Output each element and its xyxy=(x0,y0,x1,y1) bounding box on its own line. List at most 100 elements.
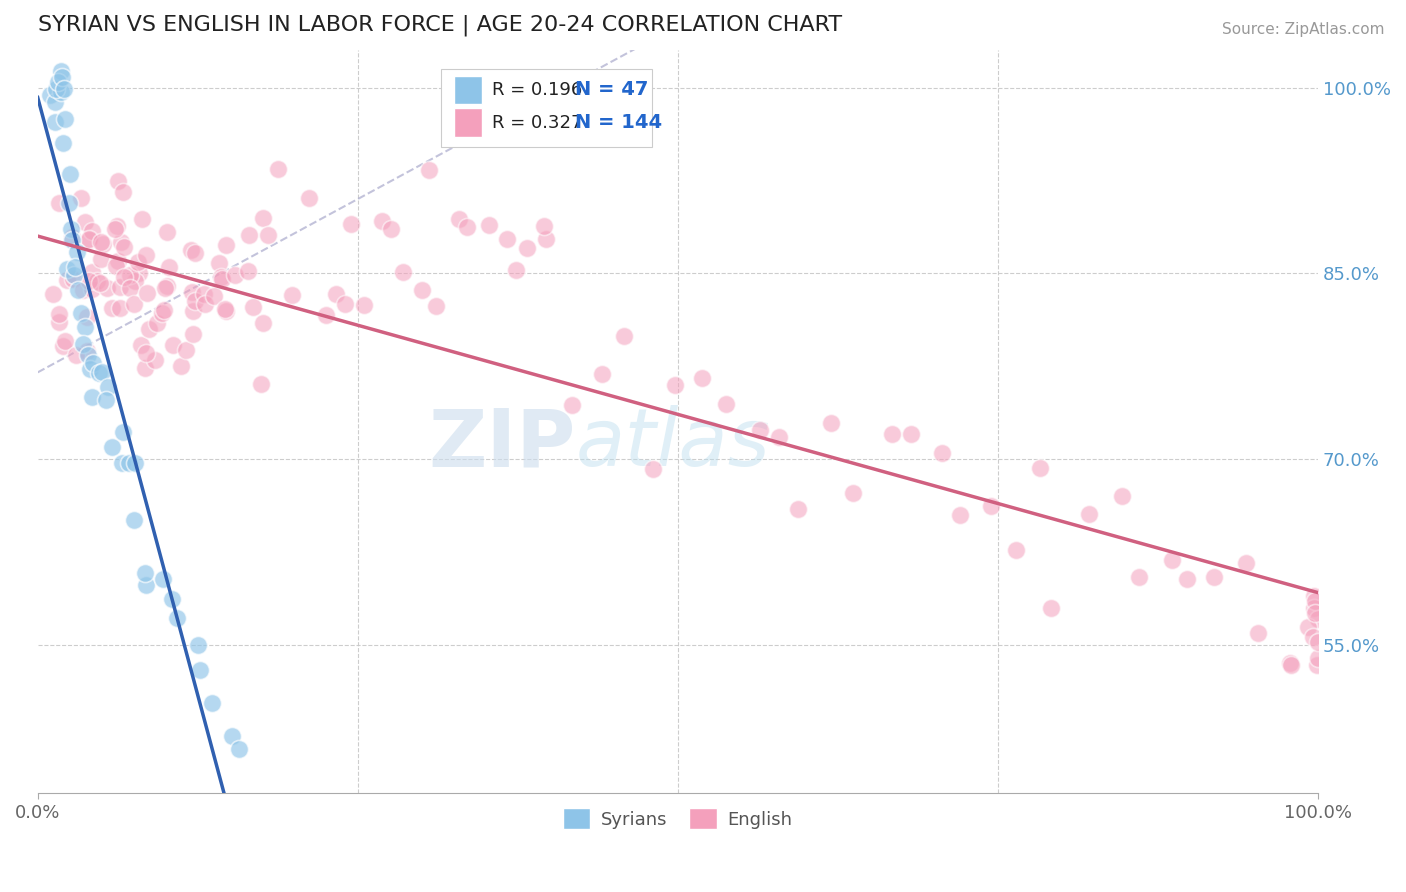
Point xyxy=(86,274,108,288)
Point xyxy=(153,281,176,295)
Point xyxy=(1247,626,1270,640)
Point xyxy=(87,366,110,380)
Point xyxy=(72,337,94,351)
Point xyxy=(1305,606,1327,620)
Point xyxy=(211,272,233,286)
Point xyxy=(91,237,114,252)
Point xyxy=(44,95,66,109)
Point xyxy=(183,293,205,308)
Text: R = 0.327: R = 0.327 xyxy=(492,113,582,131)
Point xyxy=(150,306,173,320)
Point xyxy=(94,392,117,407)
Point xyxy=(252,211,274,225)
Point xyxy=(411,283,433,297)
Point xyxy=(60,222,83,236)
Point xyxy=(138,321,160,335)
Point xyxy=(1039,601,1062,615)
Point xyxy=(533,219,555,233)
Point xyxy=(124,274,146,288)
Point xyxy=(110,301,132,316)
Legend: Syrians, English: Syrians, English xyxy=(557,801,800,837)
Point xyxy=(1302,630,1324,644)
Point xyxy=(900,427,922,442)
Point xyxy=(39,87,62,102)
Point xyxy=(52,136,75,150)
Point xyxy=(249,376,271,391)
FancyBboxPatch shape xyxy=(454,109,482,136)
Point xyxy=(131,211,153,226)
Point xyxy=(107,174,129,188)
Point xyxy=(112,240,135,254)
Point xyxy=(153,303,176,318)
Point xyxy=(267,161,290,176)
Point xyxy=(1077,507,1099,521)
Point xyxy=(187,638,209,652)
Point xyxy=(157,260,180,275)
Point xyxy=(82,390,104,404)
Point xyxy=(214,301,236,316)
Point xyxy=(42,286,65,301)
Point xyxy=(60,229,83,244)
Point xyxy=(748,423,770,437)
Point xyxy=(122,296,145,310)
Point xyxy=(72,283,94,297)
Point xyxy=(49,85,72,99)
Point xyxy=(110,235,132,249)
Point xyxy=(48,315,70,329)
Point xyxy=(53,112,76,127)
Point xyxy=(107,253,129,268)
Point xyxy=(174,343,197,358)
Point xyxy=(392,265,415,279)
Point xyxy=(90,235,112,250)
Point xyxy=(80,224,103,238)
Point xyxy=(120,268,142,283)
Point xyxy=(643,461,665,475)
Point xyxy=(478,218,501,232)
Point xyxy=(59,168,82,182)
Text: Source: ZipAtlas.com: Source: ZipAtlas.com xyxy=(1222,22,1385,37)
Point xyxy=(79,362,101,376)
Point xyxy=(127,255,149,269)
Point xyxy=(221,729,243,743)
Point xyxy=(1308,651,1330,665)
FancyBboxPatch shape xyxy=(441,69,652,147)
Point xyxy=(67,283,90,297)
Text: ZIP: ZIP xyxy=(429,405,575,483)
Point xyxy=(56,273,79,287)
Point xyxy=(80,282,103,296)
Point xyxy=(380,222,402,236)
Point xyxy=(65,348,87,362)
Point xyxy=(353,298,375,312)
Point xyxy=(52,339,75,353)
Point xyxy=(77,274,100,288)
Point xyxy=(124,456,146,470)
Point xyxy=(842,486,865,500)
Point xyxy=(162,337,184,351)
Point xyxy=(135,346,157,360)
Point xyxy=(70,191,93,205)
Point xyxy=(49,64,72,78)
Point xyxy=(181,285,204,300)
Point xyxy=(82,265,104,279)
Point xyxy=(194,297,217,311)
Text: R = 0.196: R = 0.196 xyxy=(492,81,582,99)
Point xyxy=(1234,556,1257,570)
Point xyxy=(1128,570,1150,584)
Point xyxy=(100,301,122,315)
Point xyxy=(58,196,80,211)
Point xyxy=(77,233,100,247)
Point xyxy=(156,279,179,293)
Point xyxy=(1111,489,1133,503)
Point xyxy=(1161,553,1184,567)
Point xyxy=(73,320,96,334)
Point xyxy=(134,566,156,580)
Point xyxy=(89,277,111,291)
Point xyxy=(236,264,259,278)
Point xyxy=(170,359,193,373)
Point xyxy=(591,367,613,381)
Text: N = 47: N = 47 xyxy=(575,80,648,99)
Point xyxy=(1302,590,1324,604)
Point xyxy=(104,222,127,236)
Point xyxy=(96,281,118,295)
Point xyxy=(1306,657,1329,672)
